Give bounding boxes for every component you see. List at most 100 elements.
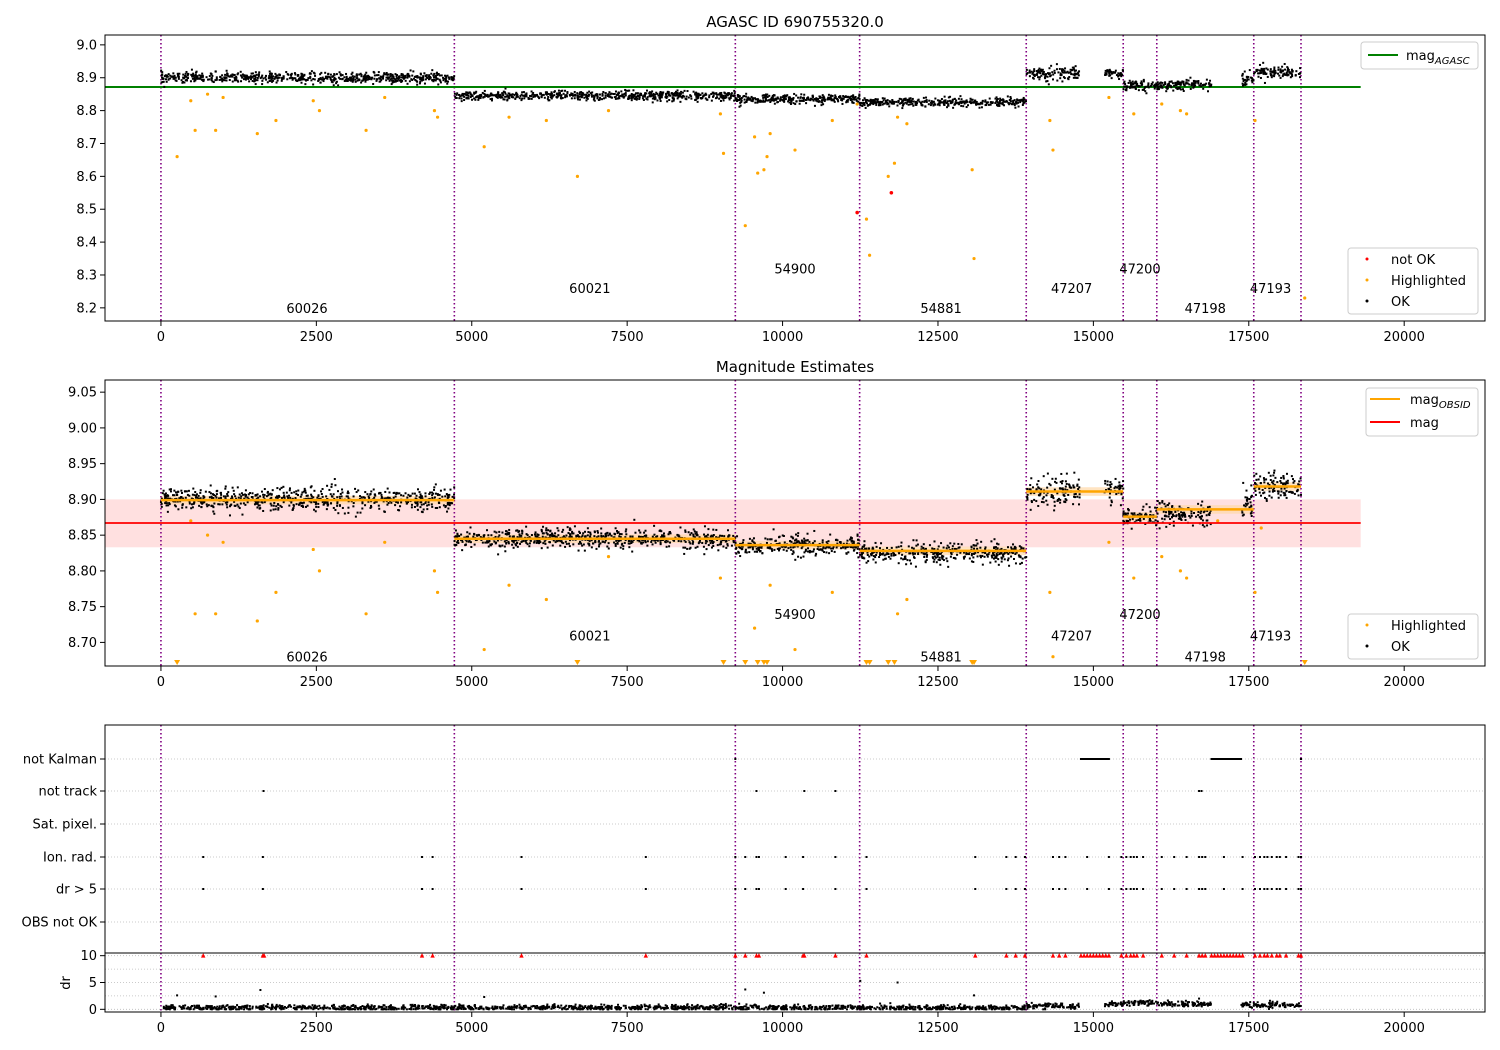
agasc-ok-point bbox=[917, 98, 920, 101]
agasc-ok-point bbox=[172, 75, 175, 78]
agasc-ok-point bbox=[909, 97, 912, 100]
agasc-ok-point bbox=[501, 96, 504, 99]
estimates-ok-point bbox=[390, 501, 393, 504]
agasc-ok-point bbox=[716, 93, 719, 96]
estimates-ok-point bbox=[1119, 487, 1122, 490]
agasc-ok-point bbox=[1119, 73, 1122, 76]
agasc-ok-point bbox=[1179, 83, 1182, 86]
agasc-ok-point bbox=[1190, 82, 1193, 85]
estimates-ok-point bbox=[270, 496, 273, 499]
agasc-highlighted-point bbox=[855, 102, 859, 106]
estimates-ok-point bbox=[278, 495, 281, 498]
estimates-ok-point bbox=[601, 540, 604, 543]
estimates-ok-point bbox=[607, 547, 610, 550]
estimates-ok-point bbox=[518, 534, 521, 537]
agasc-ok-point bbox=[888, 105, 891, 108]
estimates-ok-point bbox=[1060, 472, 1063, 475]
agasc-ok-point bbox=[585, 93, 588, 96]
agasc-ok-point bbox=[603, 97, 606, 100]
estimates-ok-point bbox=[853, 548, 856, 551]
agasc-ok-point bbox=[898, 102, 901, 105]
agasc-ok-point bbox=[590, 93, 593, 96]
estimates-ok-point bbox=[247, 493, 250, 496]
estimates-ok-point bbox=[1077, 478, 1080, 481]
agasc-ok-point bbox=[681, 95, 684, 98]
estimates-ok-point bbox=[642, 541, 645, 544]
estimates-ok-point bbox=[707, 528, 710, 531]
agasc-ok-point bbox=[231, 73, 234, 76]
estimates-ok-point bbox=[789, 540, 792, 543]
agasc-ok-point bbox=[1170, 80, 1173, 83]
agasc-ok-point bbox=[593, 99, 596, 102]
estimates-ok-point bbox=[741, 547, 744, 550]
agasc-highlighted-point bbox=[1132, 112, 1136, 116]
estimates-ok-point bbox=[551, 544, 554, 547]
agasc-ok-point bbox=[1142, 88, 1145, 91]
agasc-ok-point bbox=[386, 73, 389, 76]
estimates-ok-point bbox=[276, 503, 279, 506]
agasc-ok-point bbox=[383, 73, 386, 76]
agasc-highlighted-point bbox=[718, 112, 723, 116]
agasc-ok-point bbox=[847, 98, 850, 101]
estimates-ok-point bbox=[778, 549, 781, 552]
estimates-ok-point bbox=[745, 551, 748, 554]
estimates-ok-point bbox=[659, 543, 662, 546]
agasc-highlighted-point bbox=[756, 171, 760, 175]
estimates-ok-point bbox=[407, 493, 410, 496]
agasc-ok-point bbox=[523, 97, 526, 100]
agasc-ok-point bbox=[988, 97, 991, 100]
estimates-ok-point bbox=[567, 531, 570, 534]
estimates-ok-point bbox=[867, 547, 870, 550]
agasc-ok-point bbox=[873, 101, 876, 104]
agasc-ok-point bbox=[955, 99, 958, 102]
agasc-ok-point bbox=[715, 96, 718, 99]
estimates-ok-point bbox=[710, 534, 713, 537]
agasc-ok-point bbox=[477, 97, 480, 100]
agasc-ok-point bbox=[1291, 70, 1294, 73]
estimates-ok-point bbox=[160, 505, 163, 508]
agasc-ok-point bbox=[833, 100, 836, 103]
agasc-ok-point bbox=[720, 94, 723, 97]
estimates-ok-point bbox=[968, 557, 971, 560]
estimates-ok-point bbox=[797, 540, 800, 543]
estimates-ok-point bbox=[573, 525, 576, 528]
agasc-ok-point bbox=[754, 97, 757, 100]
agasc-ok-point bbox=[1257, 72, 1260, 75]
agasc-ok-point bbox=[212, 81, 215, 84]
agasc-ok-point bbox=[1114, 69, 1117, 72]
estimates-ok-point bbox=[203, 501, 206, 504]
agasc-ok-point bbox=[783, 96, 786, 99]
agasc-ok-point bbox=[614, 90, 617, 93]
agasc-ok-point bbox=[1009, 95, 1012, 98]
agasc-ok-point bbox=[417, 76, 420, 79]
agasc-ok-point bbox=[450, 78, 453, 81]
estimates-ok-point bbox=[1049, 484, 1052, 487]
estimates-ok-point bbox=[792, 551, 795, 554]
estimates-ok-point bbox=[912, 539, 915, 542]
agasc-ok-point bbox=[297, 79, 300, 82]
agasc-ok-point bbox=[335, 73, 338, 76]
estimates-ok-point bbox=[994, 555, 997, 558]
agasc-panel-frame bbox=[104, 34, 1486, 322]
estimates-ok-point bbox=[751, 548, 754, 551]
agasc-ok-point bbox=[300, 76, 303, 79]
estimates-ok-point bbox=[655, 536, 658, 539]
estimates-ok-point bbox=[268, 493, 271, 496]
estimates-ok-point bbox=[419, 506, 422, 509]
estimates-ok-point bbox=[306, 504, 309, 507]
estimates-ok-point bbox=[590, 539, 593, 542]
agasc-ok-point bbox=[632, 89, 635, 92]
estimates-ok-point bbox=[1054, 477, 1057, 480]
agasc-ok-point bbox=[165, 78, 168, 81]
estimates-ok-point bbox=[191, 506, 194, 509]
agasc-ok-point bbox=[708, 96, 711, 99]
estimates-ok-point bbox=[436, 493, 439, 496]
agasc-ok-point bbox=[252, 75, 255, 78]
estimates-ok-point bbox=[325, 508, 328, 511]
agasc-ok-point bbox=[1185, 81, 1188, 84]
agasc-ok-point bbox=[671, 96, 674, 99]
estimates-ok-point bbox=[739, 542, 742, 545]
agasc-ok-point bbox=[195, 75, 198, 78]
agasc-ok-point bbox=[1201, 84, 1204, 87]
agasc-ok-point bbox=[747, 96, 750, 99]
